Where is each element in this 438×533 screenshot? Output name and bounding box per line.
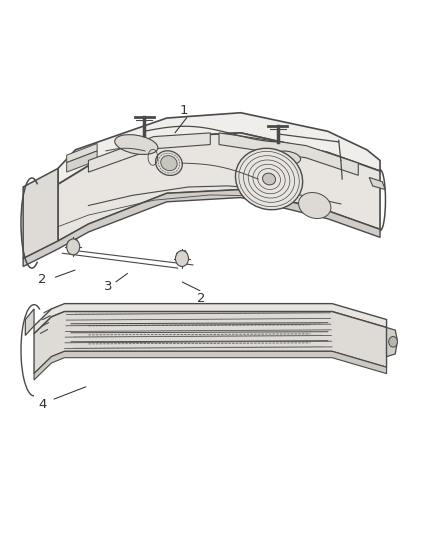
- Ellipse shape: [161, 156, 177, 171]
- Polygon shape: [219, 133, 358, 175]
- Polygon shape: [23, 190, 380, 266]
- Ellipse shape: [272, 151, 300, 165]
- Polygon shape: [369, 177, 385, 190]
- Ellipse shape: [262, 173, 276, 185]
- Polygon shape: [58, 113, 380, 184]
- Polygon shape: [25, 309, 34, 335]
- Ellipse shape: [155, 151, 182, 175]
- Text: 4: 4: [39, 398, 47, 411]
- Circle shape: [67, 239, 80, 255]
- Ellipse shape: [299, 192, 331, 219]
- Polygon shape: [34, 312, 387, 374]
- Polygon shape: [67, 151, 97, 172]
- Ellipse shape: [115, 135, 158, 155]
- Circle shape: [176, 251, 188, 266]
- Polygon shape: [387, 327, 397, 357]
- Polygon shape: [67, 143, 97, 163]
- Text: 2: 2: [39, 273, 47, 286]
- Text: 1: 1: [180, 103, 188, 117]
- Polygon shape: [68, 239, 78, 252]
- Circle shape: [389, 336, 397, 347]
- Text: 3: 3: [104, 280, 112, 293]
- Text: 2: 2: [198, 292, 206, 305]
- Polygon shape: [34, 304, 387, 334]
- Polygon shape: [177, 251, 187, 264]
- Polygon shape: [23, 168, 58, 259]
- Polygon shape: [34, 351, 387, 380]
- Ellipse shape: [236, 148, 303, 210]
- Polygon shape: [88, 133, 210, 172]
- Polygon shape: [58, 133, 380, 241]
